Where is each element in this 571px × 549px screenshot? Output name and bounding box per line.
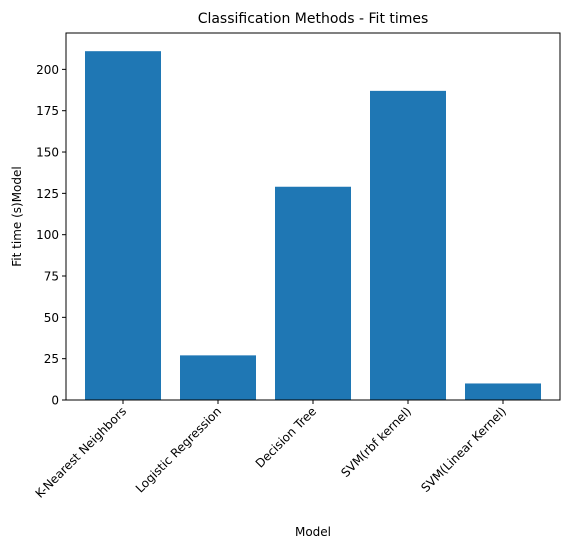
bar-1 [180, 355, 256, 400]
y-axis-label: Fit time (s)Model [10, 166, 24, 266]
y-axis-ticks: 0 25 50 75 100 125 150 175 200 [36, 63, 66, 408]
y-tick-label-2: 50 [44, 311, 59, 325]
bar-0 [85, 51, 161, 400]
y-tick-label-3: 75 [44, 270, 59, 284]
chart-title: Classification Methods - Fit times [198, 11, 429, 27]
x-axis-label: Model [295, 525, 331, 539]
bar-4 [465, 383, 541, 400]
bar-3 [370, 90, 446, 401]
y-tick-label-1: 25 [44, 352, 59, 366]
y-tick-label-8: 200 [36, 63, 59, 77]
y-tick-label-6: 150 [36, 146, 59, 160]
y-tick-label-7: 175 [36, 104, 59, 118]
bars-group [85, 51, 541, 401]
y-tick-label-5: 125 [36, 187, 59, 201]
bar-2 [275, 186, 351, 400]
y-tick-label-0: 0 [51, 394, 59, 408]
y-tick-label-4: 100 [36, 228, 59, 242]
plot-frame [65, 32, 561, 401]
